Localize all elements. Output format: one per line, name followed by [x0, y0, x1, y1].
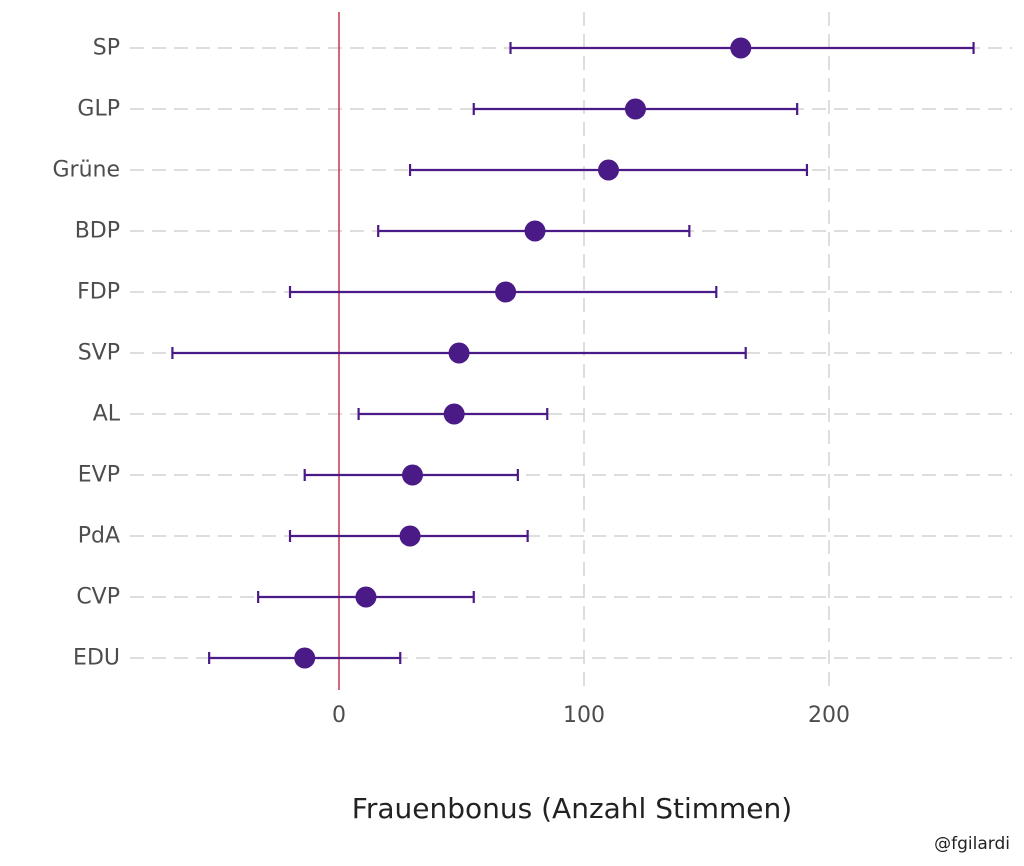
category-label: EVP — [78, 463, 120, 488]
category-label: FDP — [77, 280, 120, 305]
x-tick-label: 100 — [563, 703, 605, 728]
point — [598, 159, 619, 181]
x-tick-labels: 0 100 200 — [332, 703, 850, 728]
category-label: GLP — [77, 97, 120, 122]
category-label: EDU — [73, 646, 120, 671]
category-label: CVP — [76, 585, 120, 610]
category-label: SP — [93, 36, 120, 61]
point — [448, 342, 470, 364]
error-bars — [171, 42, 975, 664]
point — [294, 647, 316, 669]
grid — [130, 12, 1012, 690]
point — [443, 403, 465, 425]
category-label: AL — [93, 402, 121, 427]
point — [399, 525, 421, 547]
category-label: BDP — [75, 219, 120, 244]
point — [730, 37, 752, 59]
x-axis-title: Frauenbonus (Anzahl Stimmen) — [352, 792, 792, 825]
x-tick-label: 0 — [332, 703, 346, 728]
point — [624, 98, 646, 120]
category-label: PdA — [78, 524, 120, 549]
point — [355, 586, 377, 608]
x-tick-label: 200 — [808, 703, 850, 728]
category-labels: SP GLP Grüne BDP FDP SVP AL EVP PdA CVP EDU — [52, 36, 120, 671]
caption: @fgilardi — [934, 834, 1010, 854]
points — [294, 37, 752, 669]
point — [524, 220, 546, 242]
category-label: Grüne — [52, 158, 120, 183]
point — [402, 464, 423, 486]
point — [495, 281, 517, 303]
category-label: SVP — [78, 341, 120, 366]
